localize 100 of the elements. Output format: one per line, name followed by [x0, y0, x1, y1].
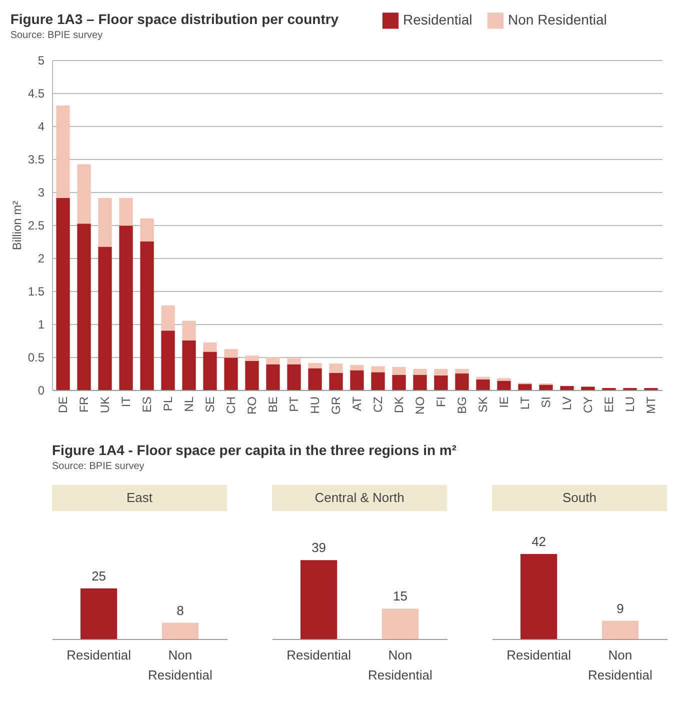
y-tick-label: 0.5	[28, 350, 45, 364]
bar	[56, 198, 70, 390]
bar	[413, 368, 427, 375]
data-label: 39	[312, 540, 326, 556]
bar	[497, 378, 511, 381]
x-tick-label: EE	[602, 396, 616, 413]
bar	[434, 375, 448, 390]
bar	[77, 224, 91, 390]
bar	[476, 376, 490, 380]
bar	[455, 368, 469, 374]
bar	[539, 384, 553, 390]
x-tick-label: FR	[77, 396, 92, 412]
y-tick-label: 3	[38, 186, 45, 200]
bar	[98, 198, 112, 247]
bar	[56, 106, 70, 198]
y-axis-title: Billion m²	[10, 200, 24, 250]
x-tick-label: SE	[203, 396, 218, 413]
bar	[329, 364, 343, 373]
x-tick-label: LT	[518, 396, 532, 410]
bar	[308, 368, 322, 390]
chart-title: East	[126, 490, 153, 505]
y-tick-label: 2.5	[28, 218, 45, 232]
bar	[161, 306, 175, 331]
x-tick-label: UK	[98, 396, 112, 414]
x-tick-label: GR	[329, 396, 343, 414]
bar	[476, 379, 490, 390]
data-label: 15	[392, 588, 408, 604]
bar	[371, 372, 385, 390]
bar	[581, 386, 595, 390]
bar	[182, 340, 196, 390]
y-tick-label: 5	[38, 54, 45, 68]
x-tick-label: NO	[412, 396, 427, 414]
bar	[497, 380, 511, 390]
y-tick-label: 2	[38, 252, 45, 266]
bar	[287, 364, 301, 390]
bar	[245, 360, 259, 390]
chart-title: Figure 1A3 – Floor space distribution per country	[10, 11, 339, 27]
x-tick-label: SI	[538, 396, 553, 408]
x-tick-label: MT	[644, 396, 658, 414]
data-label: 9	[616, 600, 624, 616]
x-tick-label: LU	[622, 396, 637, 412]
source-note: Source: BPIE survey	[52, 461, 144, 472]
bar	[455, 374, 469, 390]
bar	[266, 364, 280, 390]
x-tick-label: LV	[560, 396, 574, 410]
x-tick-label: DE	[56, 396, 70, 414]
bar	[308, 362, 322, 368]
text: Figure 1A4 - Floor space per capita in the three regions in m²	[52, 442, 457, 458]
data-label: 25	[92, 568, 106, 584]
legend-label: Non Residential	[508, 12, 607, 28]
bar	[203, 342, 217, 352]
y-tick-label: 4	[38, 120, 45, 134]
bar	[245, 356, 259, 361]
data-label: 42	[532, 534, 546, 549]
chart-title: South	[562, 490, 596, 505]
bar	[119, 226, 133, 390]
source-note: Source: BPIE survey	[10, 30, 103, 41]
x-tick-label: Non Residential	[588, 648, 652, 682]
bar	[350, 364, 364, 370]
x-tick-label: DK	[392, 396, 406, 414]
bar	[518, 384, 532, 390]
bar	[413, 374, 427, 390]
bar	[224, 349, 238, 358]
bar	[392, 366, 406, 375]
x-tick-label: SK	[476, 396, 490, 413]
bar	[98, 246, 112, 390]
x-tick-label: Non Residential	[148, 648, 212, 682]
x-tick-label: Residential	[506, 648, 572, 662]
bar	[371, 366, 385, 372]
x-tick-label: CY	[580, 396, 595, 414]
bar	[350, 370, 364, 390]
x-tick-label: BG	[454, 396, 469, 414]
x-tick-label: IT	[119, 396, 134, 408]
x-tick-label: Residential	[66, 648, 132, 662]
data-label: 8	[176, 602, 184, 618]
bar	[287, 358, 301, 364]
x-tick-label: HU	[308, 396, 322, 414]
legend-label: Residential	[403, 12, 472, 28]
x-tick-label: CH	[224, 396, 238, 414]
bar	[392, 374, 406, 390]
bar	[224, 358, 238, 390]
bar	[119, 198, 133, 226]
y-tick-label: 1.5	[28, 284, 45, 298]
x-tick-label: Residential	[286, 648, 352, 662]
x-tick-label: PT	[287, 396, 302, 412]
x-tick-label: FI	[434, 396, 448, 408]
x-tick-label: RO	[245, 396, 260, 414]
x-tick-label: NL	[182, 396, 196, 412]
bar	[434, 368, 448, 376]
bar	[266, 357, 280, 364]
bar	[140, 218, 154, 242]
y-tick-label: 0	[38, 384, 45, 398]
bar	[161, 330, 175, 390]
x-tick-label: IE	[496, 396, 511, 408]
bar	[560, 386, 574, 390]
bar	[77, 164, 91, 224]
chart-title: Central & North	[314, 490, 404, 505]
x-tick-label: ES	[140, 396, 154, 413]
bar	[329, 372, 343, 390]
x-tick-label: AT	[350, 396, 364, 411]
